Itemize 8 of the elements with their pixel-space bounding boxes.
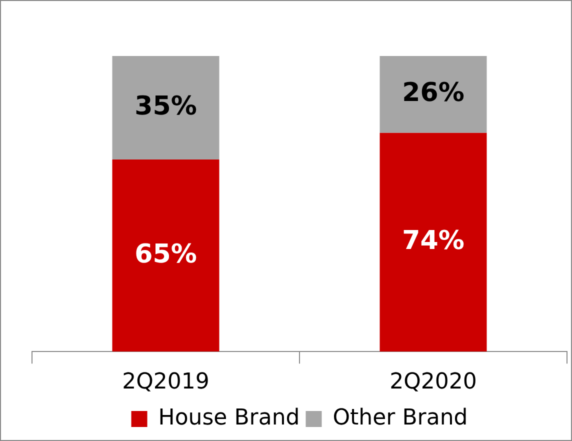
x-tick-label: 2Q2019 [122, 370, 210, 395]
data-label: 65% [134, 239, 197, 270]
data-label: 26% [402, 78, 464, 108]
legend-label: House Brand [158, 406, 300, 431]
legend-label: Other Brand [332, 406, 468, 431]
data-label: 35% [134, 91, 197, 122]
x-tick-label: 2Q2020 [390, 370, 477, 395]
data-label: 74% [402, 226, 464, 256]
